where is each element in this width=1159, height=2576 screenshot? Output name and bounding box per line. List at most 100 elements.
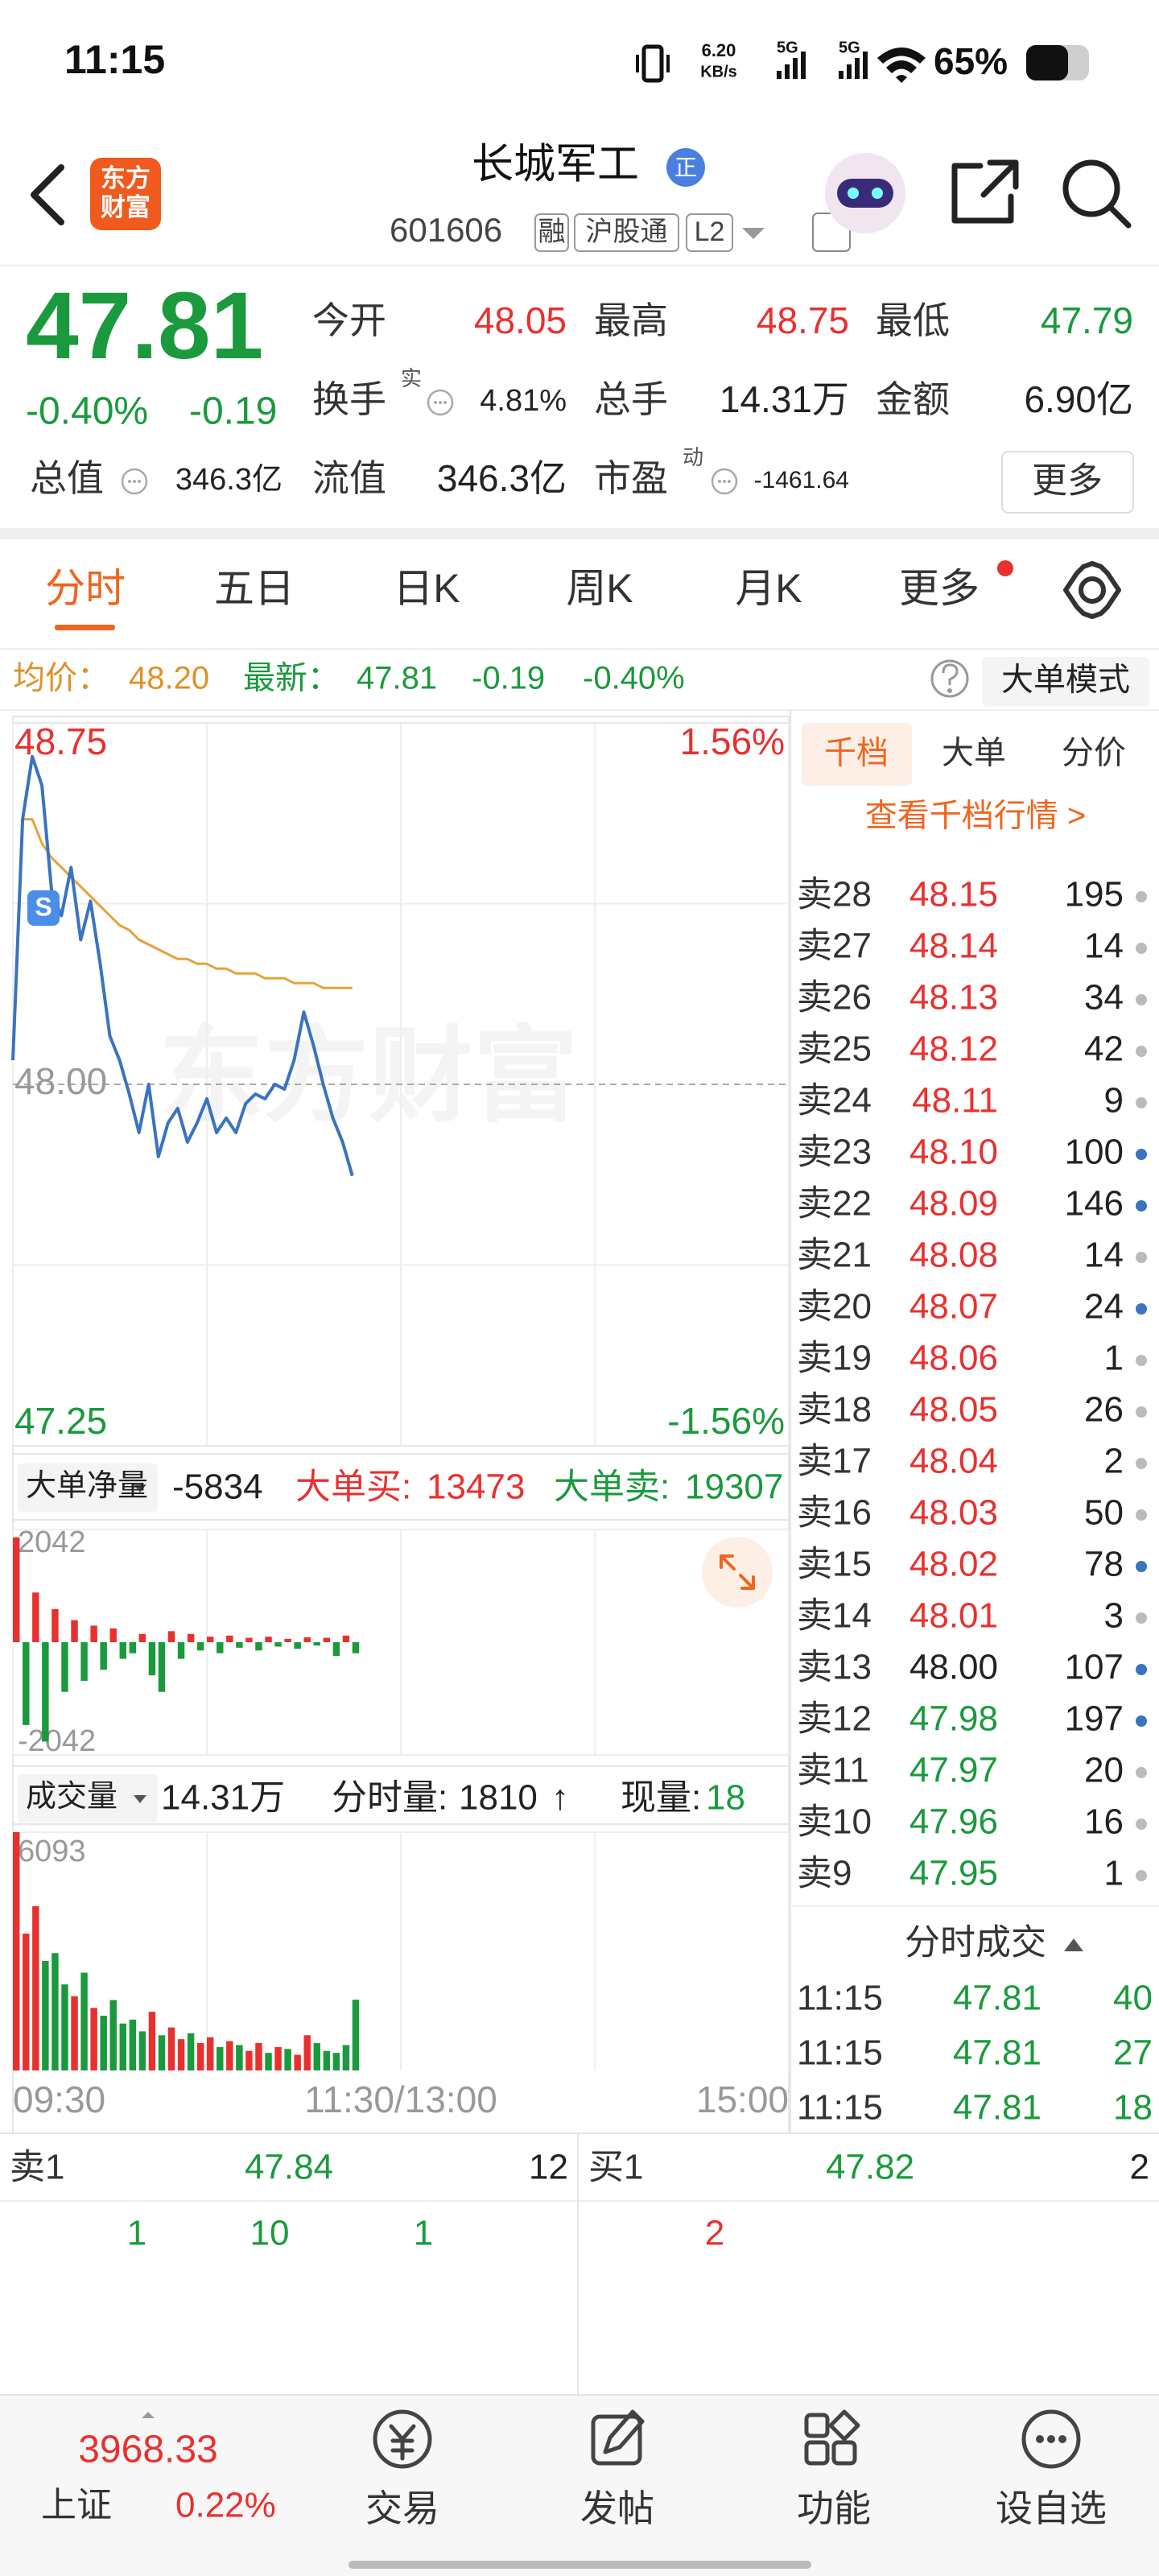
selector-text[interactable]: 大单净量: [26, 1469, 148, 1503]
tab[interactable]: 分时: [45, 566, 126, 611]
badge-text: 正: [674, 155, 697, 180]
book-volume: 24: [1084, 1287, 1124, 1327]
avg-price: 48.20: [129, 661, 209, 696]
book-dot: [1136, 1715, 1147, 1727]
stock-code: 601606: [390, 211, 502, 249]
book-level: 卖26: [797, 978, 872, 1018]
bar: [158, 1642, 166, 1692]
trade-volume: 40: [1113, 1979, 1153, 2018]
avg-label: 均价：: [13, 661, 109, 696]
nav-item[interactable]: 发帖: [580, 2487, 654, 2529]
book-price: 48.14: [909, 927, 998, 966]
field-value: 48.75: [757, 299, 849, 341]
book-price: 48.04: [909, 1442, 998, 1481]
mode-button[interactable]: [982, 657, 1149, 707]
selector-text[interactable]: 成交量: [26, 1780, 118, 1814]
help-button[interactable]: [930, 659, 969, 698]
info-icon: [121, 468, 148, 495]
bar: [52, 1953, 59, 2070]
bar: [138, 1633, 146, 1642]
price: 47.81: [26, 273, 263, 379]
tab[interactable]: 日K: [393, 566, 460, 611]
dropdown-icon: [134, 1484, 146, 1492]
bar: [226, 1635, 233, 1642]
book-link[interactable]: 查看千档行情 >: [865, 799, 1086, 834]
net-speed: 6.20: [702, 40, 736, 60]
network-type: 5G: [777, 39, 798, 56]
back-button[interactable]: [31, 164, 64, 225]
book-dot: [1136, 1097, 1147, 1108]
share-button[interactable]: [951, 159, 1019, 224]
tab[interactable]: 更多: [899, 566, 980, 611]
book-tab[interactable]: 分价: [1062, 736, 1126, 771]
book-volume: 9: [1104, 1081, 1124, 1121]
bar: [284, 2049, 291, 2070]
book-dot: [1136, 1046, 1147, 1057]
book-price: 48.03: [909, 1493, 998, 1533]
nav-icon-dots: [1036, 2435, 1066, 2443]
bar: [236, 1642, 243, 1648]
book-dot: [1136, 891, 1147, 902]
period-volume: 1810: [459, 1778, 538, 1818]
book-volume: 34: [1084, 978, 1124, 1018]
book-price: 48.09: [909, 1184, 998, 1224]
book-price: 48.13: [909, 978, 998, 1018]
logo[interactable]: [90, 158, 161, 230]
bar: [313, 1642, 320, 1646]
book-volume: 42: [1084, 1030, 1124, 1069]
bar: [61, 1642, 68, 1692]
marker-badge: [27, 890, 60, 926]
field-label: 流值: [312, 457, 386, 499]
tab[interactable]: 月K: [735, 566, 802, 611]
tab-selected: [802, 723, 912, 786]
bar: [80, 1972, 88, 2070]
tag-box: [574, 213, 679, 252]
book-tab[interactable]: 千档: [824, 736, 889, 771]
book-level: 卖24: [797, 1081, 872, 1121]
big-buy: 13473: [427, 1468, 525, 1507]
ask-volume: 12: [529, 2148, 568, 2187]
field-label: 换手: [312, 378, 386, 420]
latest-change: -0.19: [472, 661, 545, 696]
tag: 沪股通: [586, 217, 668, 247]
bar: [342, 1635, 350, 1642]
stock-name: 长城军工: [472, 142, 639, 188]
nav-item[interactable]: 设自选: [996, 2487, 1107, 2529]
info-icon-dot: [439, 401, 442, 404]
more-button[interactable]: [1001, 451, 1134, 514]
latest-change-pct: -0.40%: [583, 661, 685, 696]
x-tick-label: 15:00: [696, 2079, 789, 2120]
bar: [323, 2050, 331, 2070]
bar: [207, 2037, 214, 2070]
tag: L2: [695, 217, 725, 247]
bar: [352, 1642, 360, 1653]
book-volume: 197: [1065, 1699, 1124, 1739]
trade-time: 11:15: [797, 1979, 883, 2018]
info-icon-dot: [443, 401, 447, 404]
tab[interactable]: 周K: [566, 566, 633, 611]
settings-button[interactable]: [1063, 561, 1121, 619]
selector[interactable]: [18, 1463, 158, 1512]
bar: [129, 2019, 137, 2070]
book-dot: [1136, 1200, 1147, 1212]
expand-button[interactable]: [702, 1537, 773, 1608]
current-volume: 18: [706, 1778, 745, 1818]
ask-queue: 1: [414, 2214, 433, 2253]
bar: [265, 1637, 272, 1642]
book-volume: 107: [1065, 1648, 1124, 1687]
nav-item[interactable]: 交易: [365, 2487, 439, 2529]
bar: [23, 1933, 30, 2070]
book-dot: [1136, 1870, 1147, 1881]
book-dot: [1136, 1149, 1147, 1160]
tab[interactable]: 五日: [214, 566, 295, 611]
dropdown-icon: [134, 1795, 146, 1803]
field-value: 346.3亿: [437, 457, 567, 499]
nav-item[interactable]: 功能: [797, 2487, 871, 2529]
home-indicator: [349, 2561, 811, 2569]
search-button[interactable]: [1062, 159, 1132, 229]
big-sell-label: 大单卖:: [554, 1468, 670, 1507]
selector[interactable]: [18, 1774, 158, 1823]
book-tab[interactable]: 大单: [942, 736, 1006, 771]
field-label: 总值: [30, 457, 104, 499]
